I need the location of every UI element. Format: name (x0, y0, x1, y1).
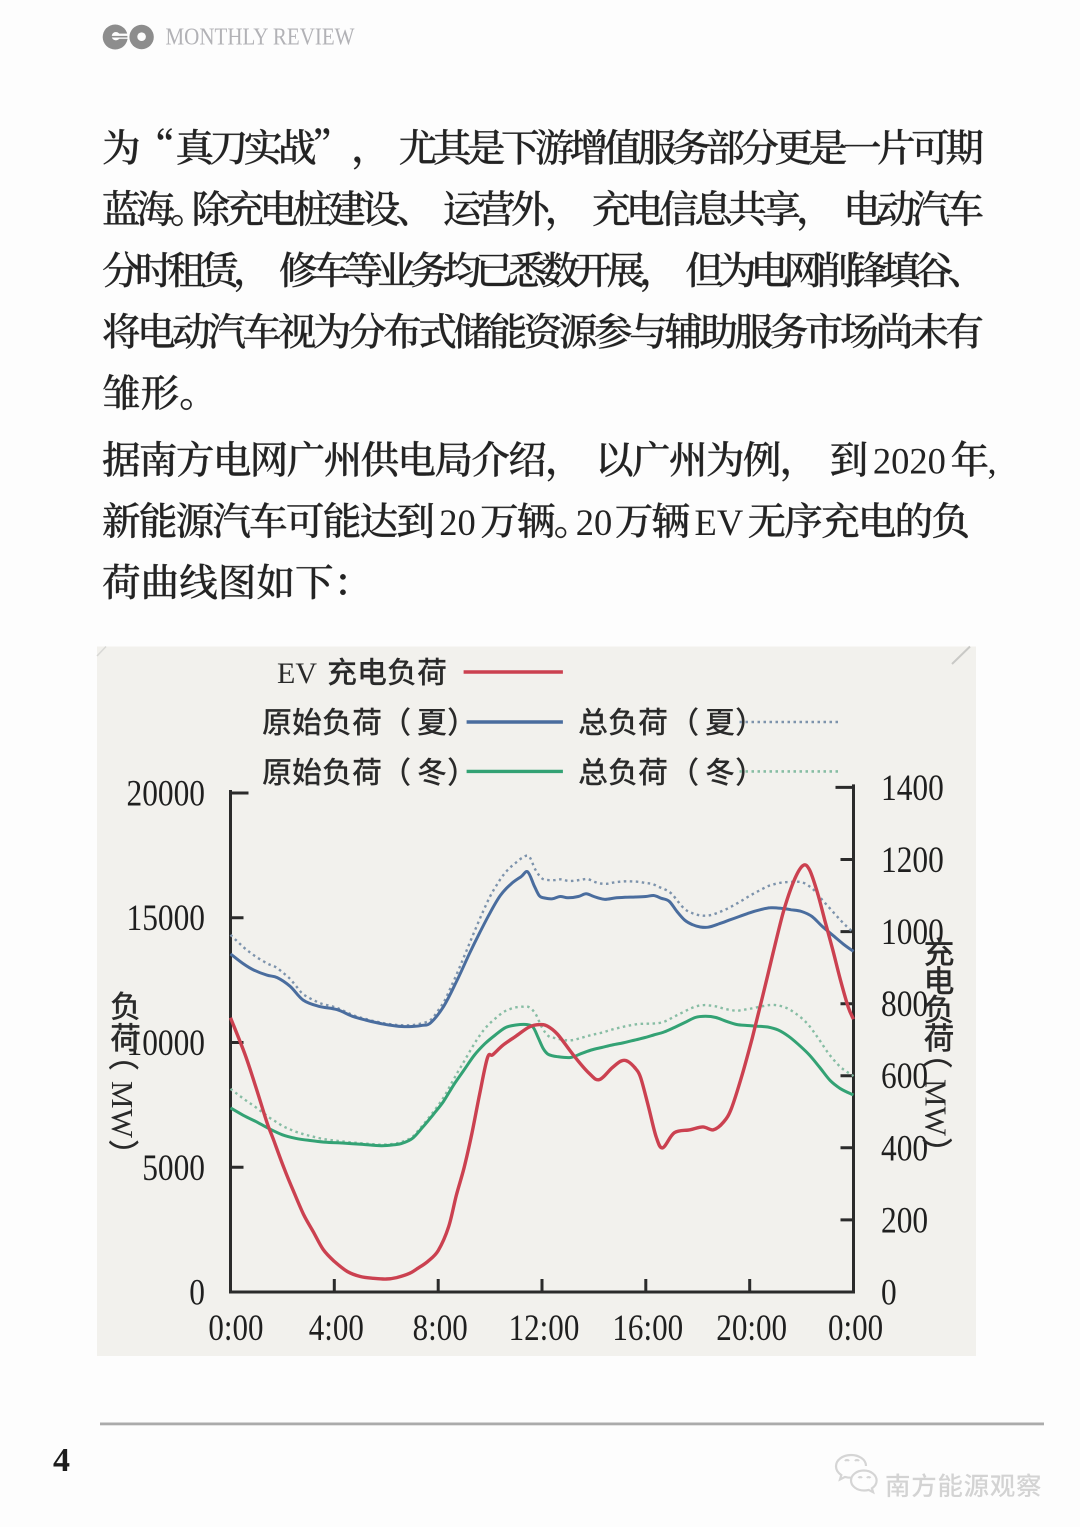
svg-text:4: 4 (53, 1442, 70, 1479)
svg-text:200: 200 (881, 1200, 928, 1241)
svg-text:16:00: 16:00 (612, 1308, 683, 1349)
svg-text:5000: 5000 (142, 1148, 205, 1189)
svg-text:MW: MW (105, 1081, 140, 1139)
svg-text:400: 400 (881, 1128, 928, 1169)
svg-text:10000: 10000 (127, 1023, 206, 1064)
svg-text:600: 600 (881, 1056, 928, 1097)
svg-text:20: 20 (576, 502, 613, 543)
svg-text:15000: 15000 (127, 898, 206, 939)
svg-text:EV: EV (277, 657, 317, 690)
svg-text:EV: EV (695, 502, 744, 543)
svg-text:,: , (988, 441, 997, 482)
svg-text:8:00: 8:00 (413, 1308, 468, 1349)
svg-text:800: 800 (881, 984, 928, 1025)
svg-text:20:00: 20:00 (716, 1308, 787, 1349)
svg-text:20: 20 (439, 502, 476, 543)
svg-text:4:00: 4:00 (309, 1308, 364, 1349)
svg-text:2020: 2020 (873, 441, 946, 482)
svg-text:12:00: 12:00 (509, 1308, 580, 1349)
svg-text:0: 0 (189, 1273, 205, 1314)
svg-text:1400: 1400 (881, 768, 944, 809)
svg-text:20000: 20000 (127, 774, 206, 815)
svg-text:MONTHLY REVIEW: MONTHLY REVIEW (166, 25, 355, 51)
svg-text:1200: 1200 (881, 840, 944, 881)
svg-text:0:00: 0:00 (828, 1308, 883, 1349)
svg-text:0:00: 0:00 (208, 1308, 263, 1349)
svg-text:MW: MW (919, 1079, 954, 1137)
svg-text:0: 0 (881, 1273, 897, 1314)
